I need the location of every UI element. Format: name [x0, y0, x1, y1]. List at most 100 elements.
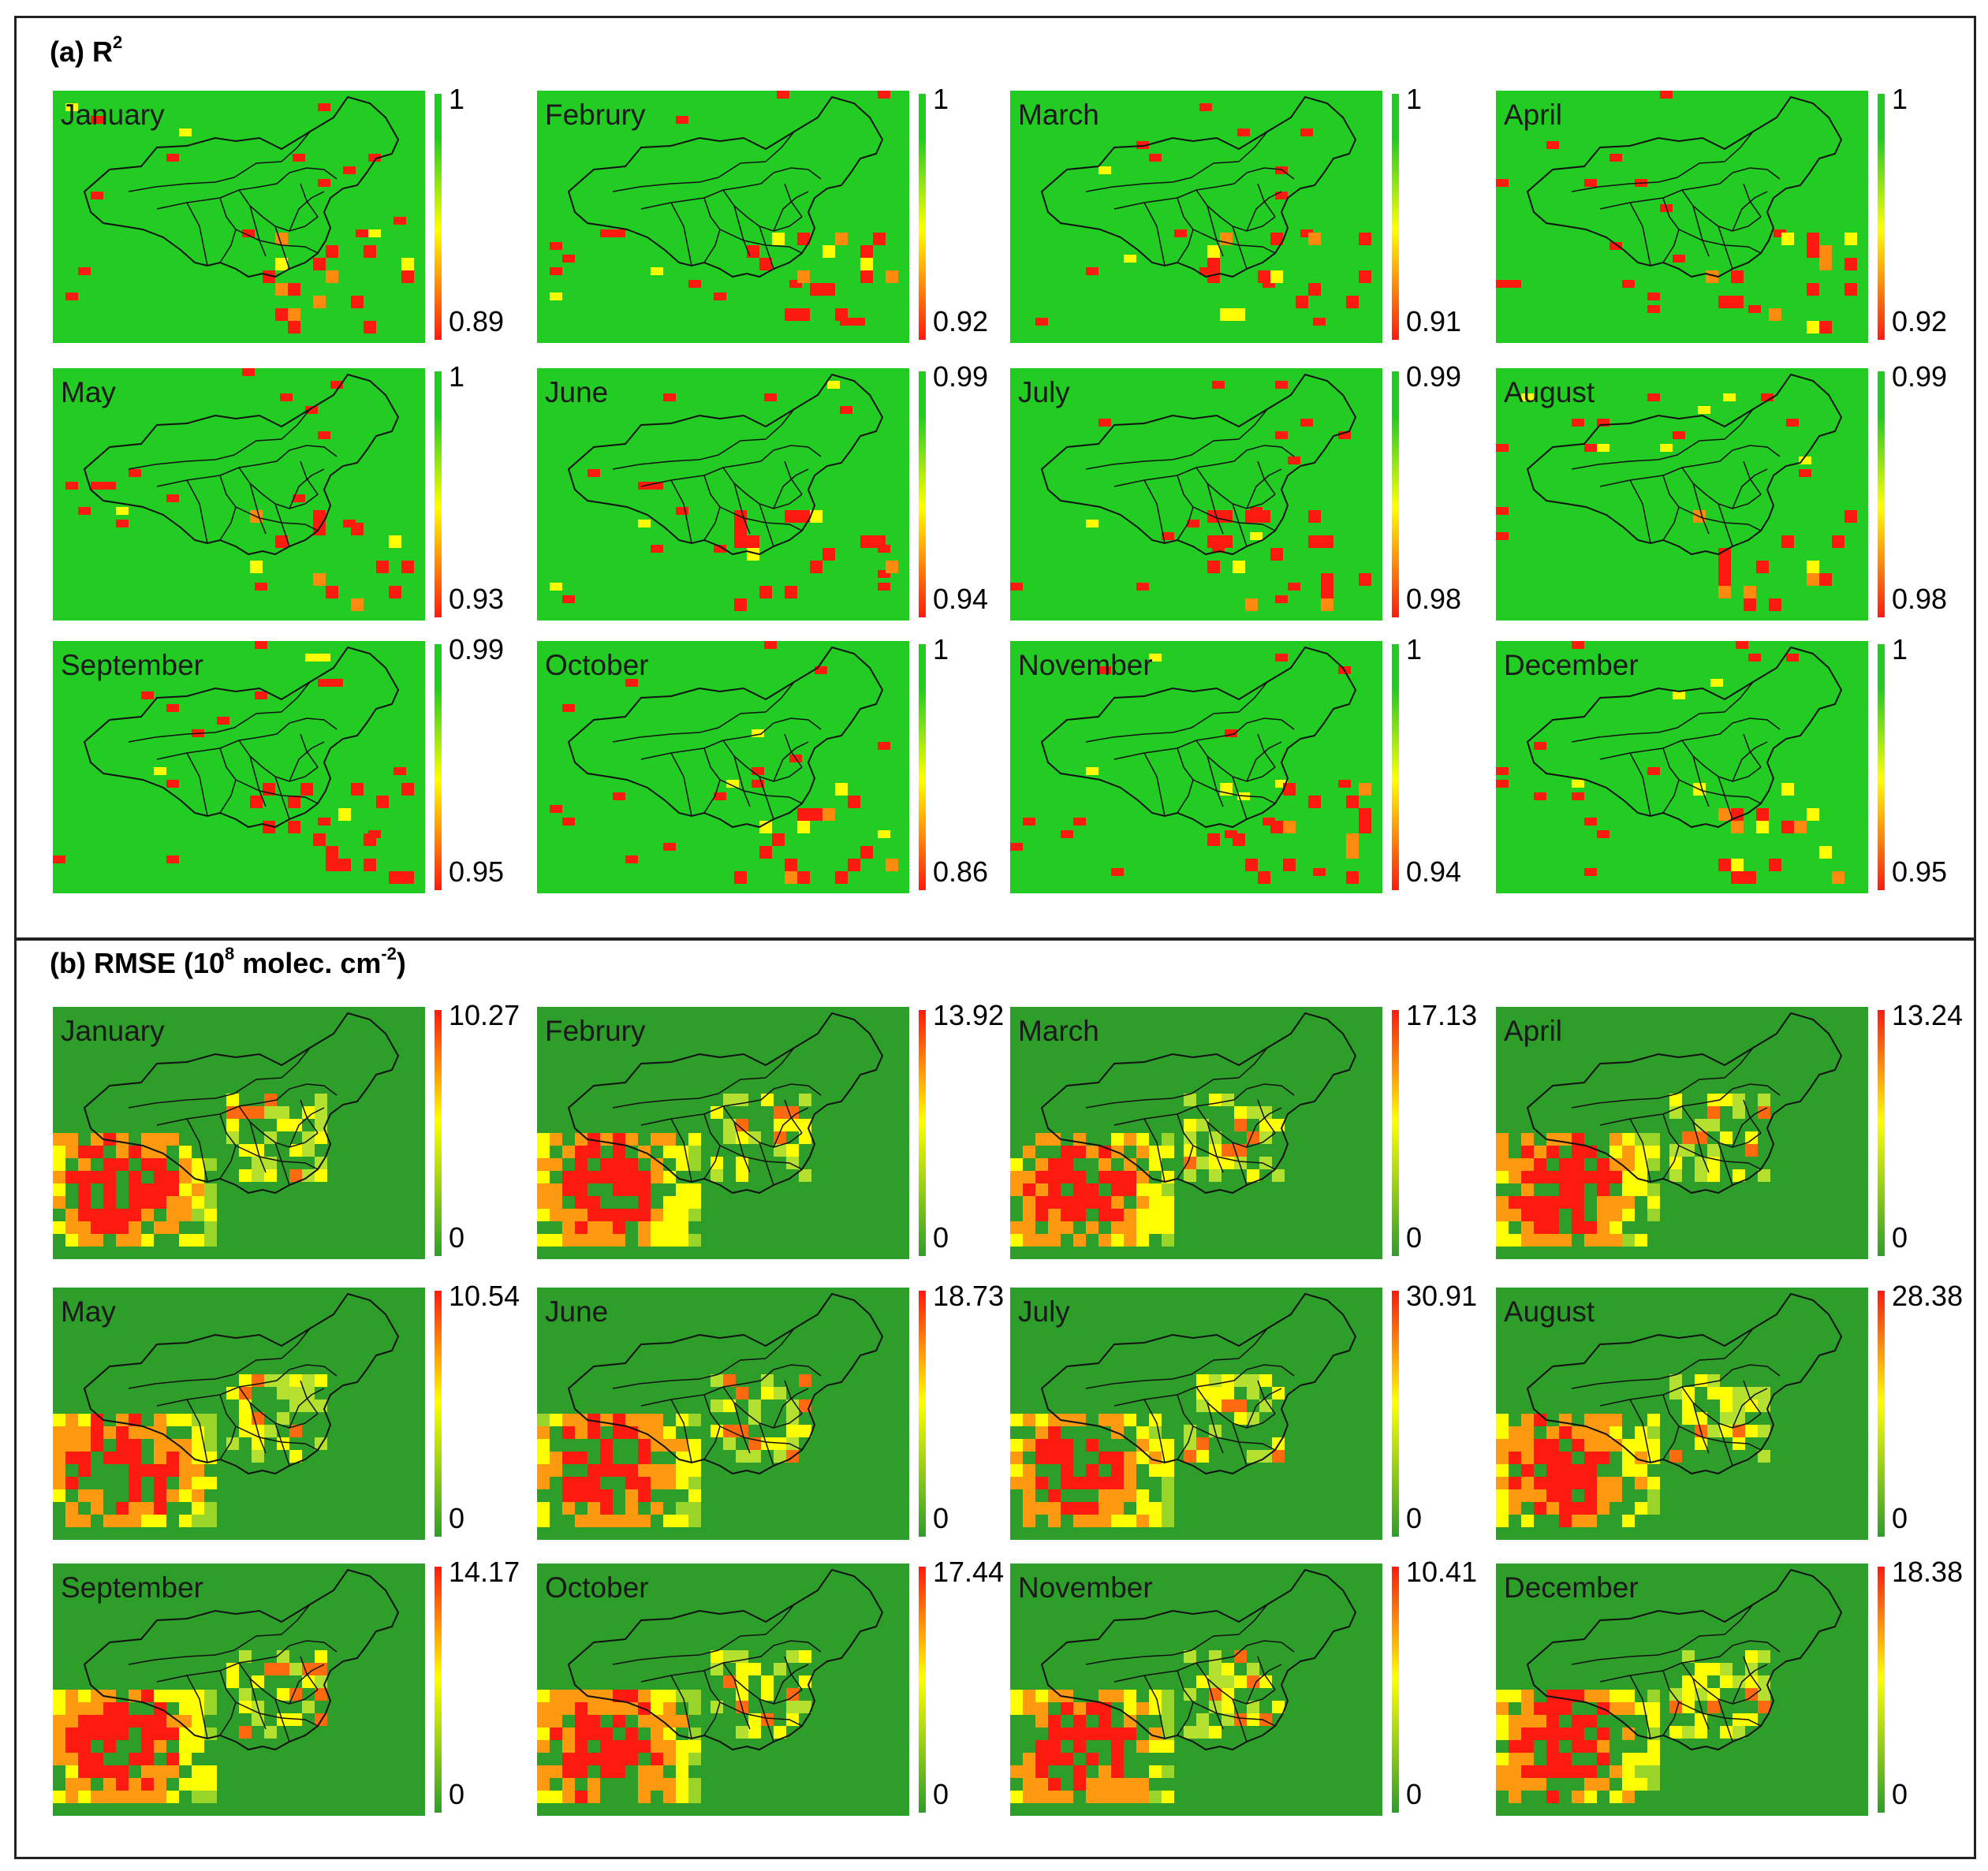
colorbar-max-label: 10.41 — [1406, 1556, 1478, 1588]
colorbar-max-label: 28.38 — [1892, 1280, 1964, 1312]
colorbar — [1392, 1010, 1399, 1256]
colorbar — [919, 371, 926, 617]
colorbar-max-label: 1 — [933, 83, 949, 115]
month-label: March — [1018, 99, 1099, 131]
colorbar — [435, 371, 442, 617]
colorbar-max-label: 1 — [1892, 633, 1908, 665]
colorbar — [435, 1291, 442, 1537]
colorbar-max-label: 1 — [1406, 83, 1423, 115]
colorbar — [435, 1010, 442, 1256]
month-label: September — [61, 649, 203, 681]
colorbar — [1392, 644, 1399, 890]
map-rmse-july — [1010, 1288, 1382, 1540]
map-r2-april — [1496, 91, 1868, 343]
colorbar — [435, 644, 442, 890]
colorbar-min-label: 0.89 — [449, 305, 505, 337]
colorbar-min-label: 0 — [1892, 1221, 1908, 1254]
month-label: December — [1504, 649, 1639, 681]
map-r2-january — [53, 91, 425, 343]
map-rmse-august — [1496, 1288, 1868, 1540]
map-r2-september — [53, 641, 425, 893]
colorbar-min-label: 0.98 — [1892, 583, 1948, 615]
month-label: July — [1018, 1295, 1070, 1328]
month-label: August — [1504, 1295, 1595, 1328]
month-label: Februry — [545, 99, 646, 131]
month-label: April — [1504, 99, 1563, 131]
map-rmse-october — [537, 1564, 909, 1816]
colorbar-min-label: 0 — [1406, 1502, 1423, 1534]
colorbar-max-label: 30.91 — [1406, 1280, 1478, 1312]
map-r2-march — [1010, 91, 1382, 343]
colorbar-min-label: 0.92 — [933, 305, 989, 337]
map-rmse-may — [53, 1288, 425, 1540]
month-label: December — [1504, 1571, 1639, 1604]
colorbar — [435, 1567, 442, 1813]
map-rmse-december — [1496, 1564, 1868, 1816]
colorbar-min-label: 0 — [449, 1221, 465, 1254]
colorbar-max-label: 17.44 — [933, 1556, 1005, 1588]
month-label: January — [61, 1015, 165, 1047]
month-label: October — [545, 1571, 649, 1604]
map-r2-august — [1496, 368, 1868, 621]
colorbar-max-label: 18.73 — [933, 1280, 1005, 1312]
month-label: September — [61, 1571, 203, 1604]
colorbar-max-label: 1 — [1406, 633, 1423, 665]
colorbar — [919, 1567, 926, 1813]
colorbar — [1392, 1291, 1399, 1537]
colorbar-max-label: 14.17 — [449, 1556, 520, 1588]
month-label: January — [61, 99, 165, 131]
colorbar-min-label: 0 — [933, 1221, 949, 1254]
colorbar — [435, 94, 442, 340]
panel-rmse: (b) RMSE (108 molec. cm-2) January 10.27 0… — [14, 938, 1976, 1859]
map-rmse-june — [537, 1288, 909, 1540]
month-label: April — [1504, 1015, 1563, 1047]
colorbar-min-label: 0 — [1406, 1778, 1423, 1810]
panel-title-r2: (a) R2 — [50, 32, 123, 68]
month-label: October — [545, 649, 649, 681]
colorbar-max-label: 10.54 — [449, 1280, 520, 1312]
colorbar-max-label: 0.99 — [1892, 360, 1948, 393]
colorbar-min-label: 0.93 — [449, 583, 505, 615]
colorbar-max-label: 13.92 — [933, 999, 1005, 1031]
colorbar-max-label: 1 — [933, 633, 949, 665]
month-label: June — [545, 1295, 609, 1328]
map-r2-july — [1010, 368, 1382, 621]
month-label: May — [61, 1295, 116, 1328]
colorbar — [1878, 371, 1885, 617]
colorbar — [919, 644, 926, 890]
colorbar-min-label: 0 — [933, 1502, 949, 1534]
colorbar-min-label: 0 — [1892, 1778, 1908, 1810]
colorbar-min-label: 0.95 — [1892, 855, 1948, 888]
map-rmse-februry — [537, 1007, 909, 1259]
month-label: November — [1018, 649, 1153, 681]
map-r2-februry — [537, 91, 909, 343]
colorbar — [1878, 94, 1885, 340]
colorbar-min-label: 0 — [1892, 1502, 1908, 1534]
map-r2-may — [53, 368, 425, 621]
colorbar-max-label: 17.13 — [1406, 999, 1478, 1031]
map-rmse-april — [1496, 1007, 1868, 1259]
colorbar — [1878, 1010, 1885, 1256]
colorbar-max-label: 0.99 — [449, 633, 505, 665]
month-label: May — [61, 376, 116, 408]
month-label: November — [1018, 1571, 1153, 1604]
map-r2-november — [1010, 641, 1382, 893]
colorbar — [919, 1010, 926, 1256]
colorbar-min-label: 0 — [449, 1778, 465, 1810]
colorbar-max-label: 0.99 — [933, 360, 989, 393]
month-label: Februry — [545, 1015, 646, 1047]
colorbar-max-label: 13.24 — [1892, 999, 1964, 1031]
colorbar-min-label: 0 — [933, 1778, 949, 1810]
map-rmse-november — [1010, 1564, 1382, 1816]
colorbar-max-label: 1 — [449, 360, 465, 393]
colorbar — [1878, 1291, 1885, 1537]
colorbar — [1392, 371, 1399, 617]
colorbar — [1392, 94, 1399, 340]
month-label: August — [1504, 376, 1595, 408]
colorbar-max-label: 10.27 — [449, 999, 520, 1031]
colorbar-max-label: 18.38 — [1892, 1556, 1964, 1588]
map-rmse-september — [53, 1564, 425, 1816]
month-label: June — [545, 376, 609, 408]
month-label: July — [1018, 376, 1070, 408]
map-r2-december — [1496, 641, 1868, 893]
